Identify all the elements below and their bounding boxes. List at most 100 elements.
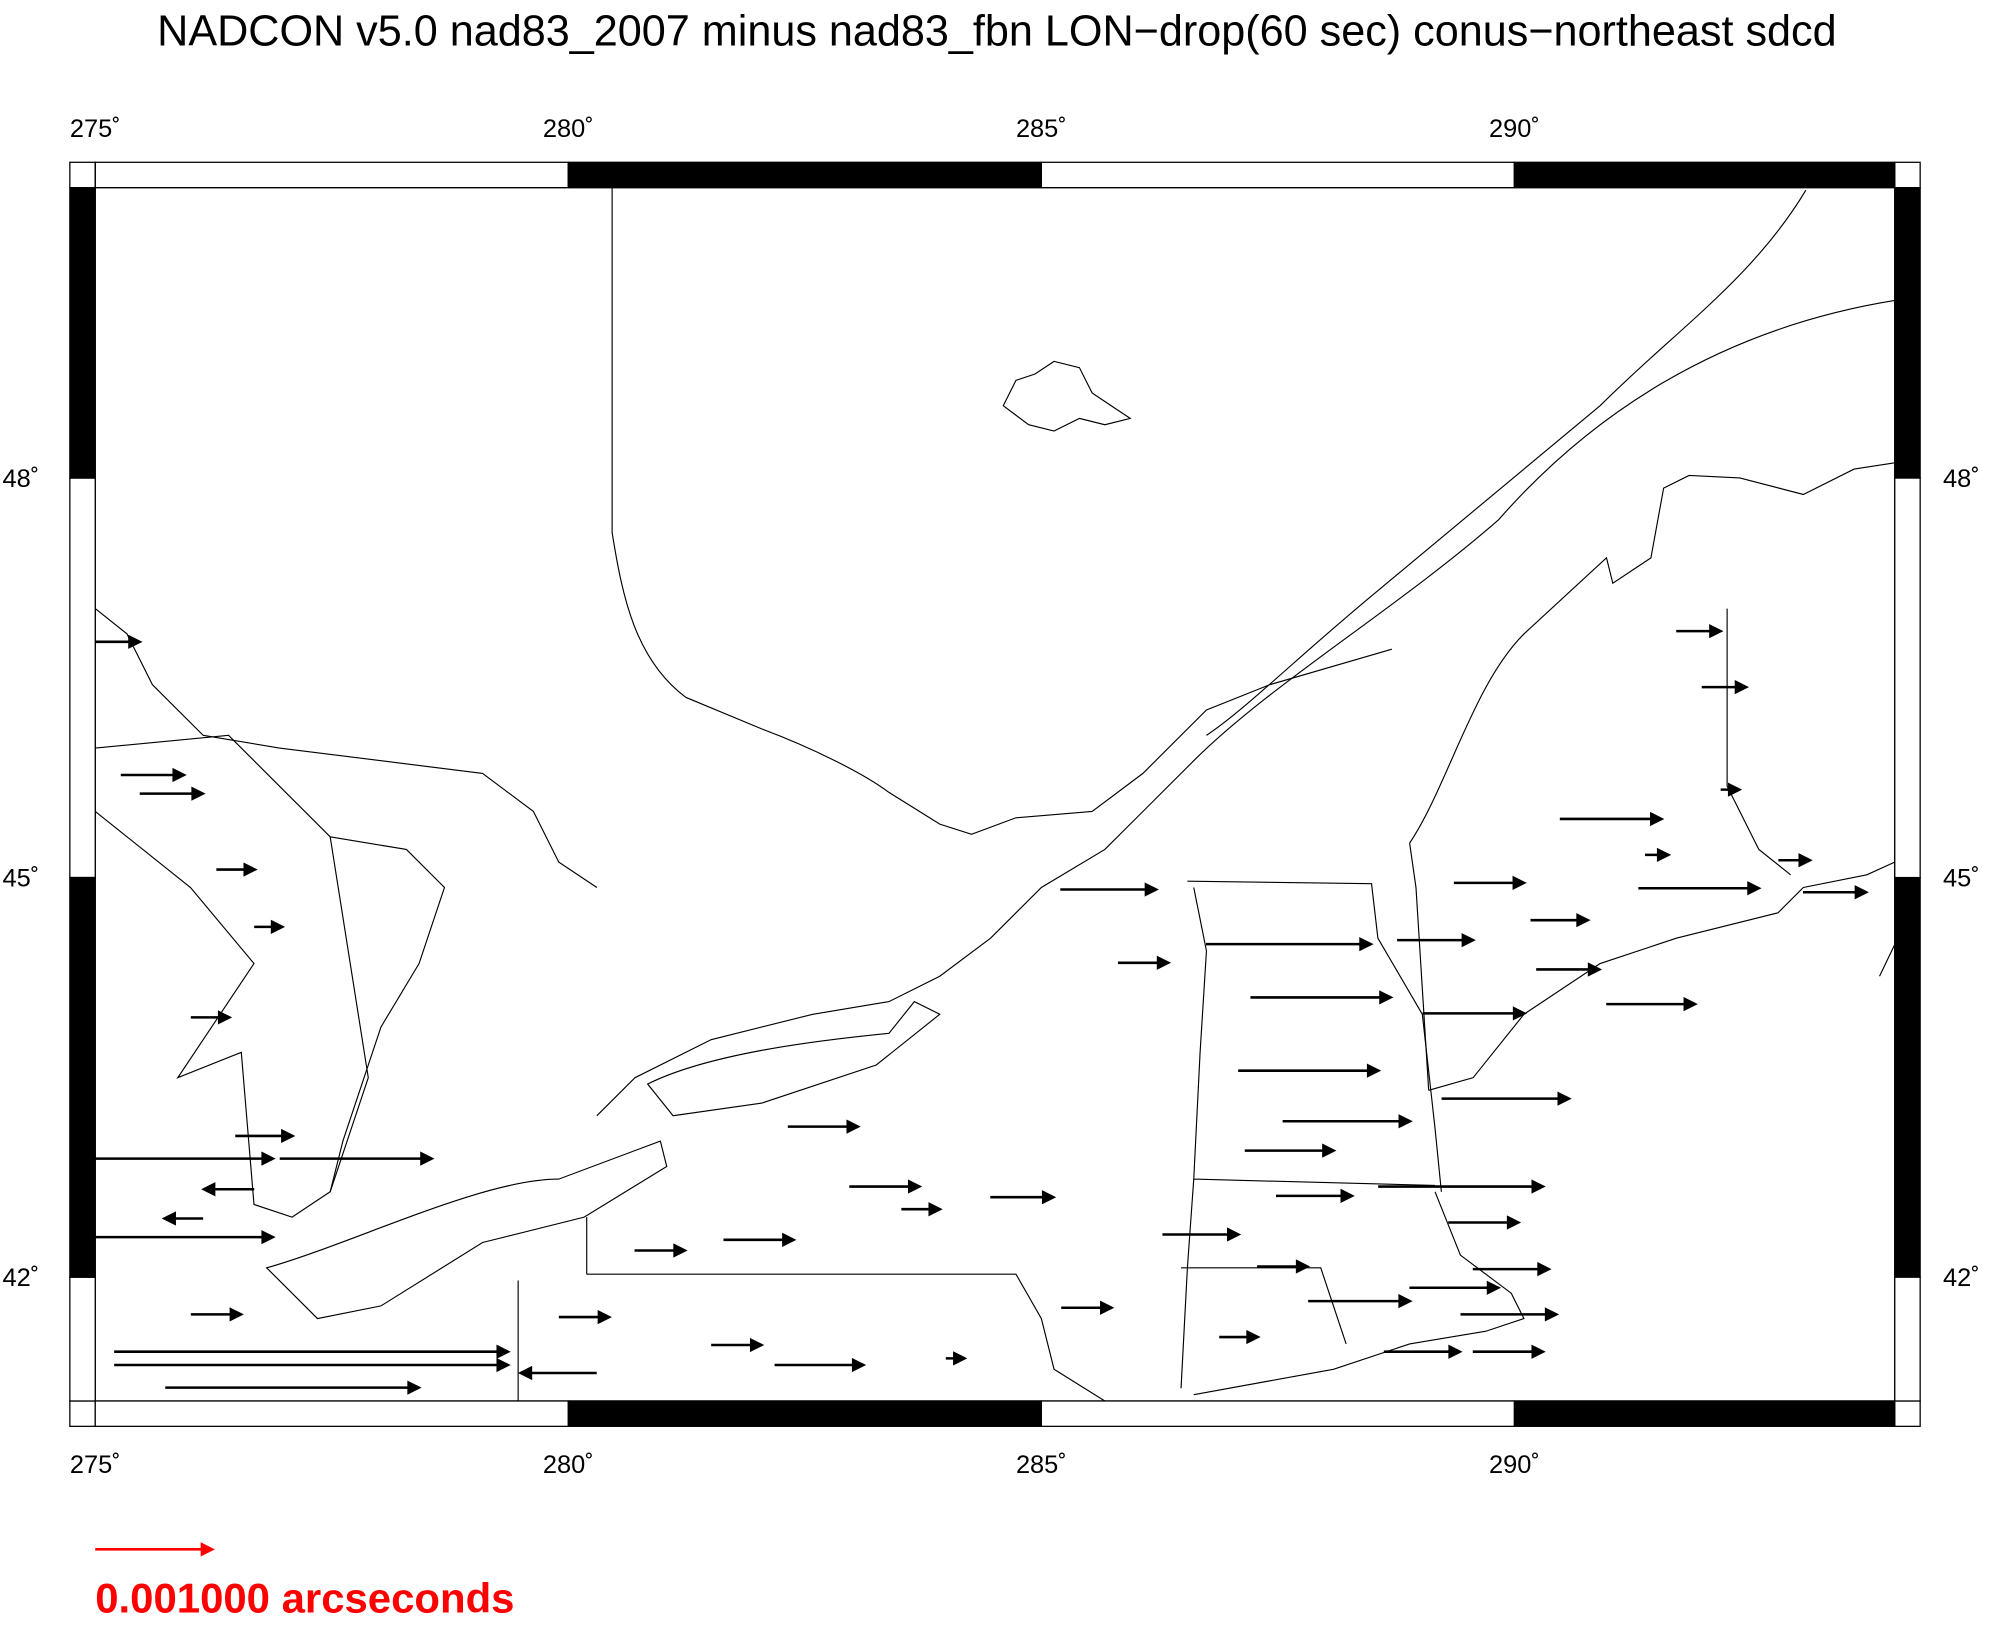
vector-arrow [1606, 996, 1698, 1012]
vector-arrow [201, 1182, 255, 1197]
frame-bar [1040, 1400, 1516, 1427]
vector-arrow [1536, 962, 1603, 977]
vector-arrow [1802, 885, 1869, 900]
vector-arrow [990, 1190, 1057, 1205]
frame-bar [1513, 1400, 1896, 1427]
coastlines [94, 187, 1896, 1402]
vector-arrow [1460, 1307, 1560, 1322]
y-tick-label: 45˚ [3, 864, 40, 892]
vector-arrow [1378, 1179, 1546, 1194]
vector-arrow [1676, 624, 1724, 639]
vector-arrow [1276, 1188, 1355, 1203]
frame: 275˚ 275˚ 280˚ 280˚ 285˚ 285˚ 290˚ 290˚ 42˚ 42˚ 45… [3, 115, 1980, 1479]
vector-arrow [723, 1232, 797, 1247]
vector-arrow [254, 919, 286, 934]
frame-bar [1513, 161, 1896, 189]
vector-arrow [774, 1357, 867, 1373]
vector-arrow [1238, 1063, 1382, 1078]
vector-arrow [1397, 933, 1476, 948]
coastline [94, 608, 598, 888]
frame-corner [69, 161, 96, 189]
y-tick-label: 48˚ [3, 465, 40, 493]
vector-arrow [95, 634, 143, 649]
vector-arrow [1250, 990, 1394, 1005]
vector-arrow [1205, 937, 1374, 952]
vector-arrow [190, 1010, 233, 1025]
coastline [646, 1000, 941, 1117]
vector-arrow [1409, 1280, 1502, 1295]
vector-arrow [279, 1151, 435, 1166]
coastline [611, 187, 1393, 835]
frame-bar [1894, 187, 1921, 479]
frame-bar [567, 161, 1042, 189]
vector-arrow [1638, 881, 1762, 896]
x-tick-label: 285˚ [1016, 1451, 1067, 1479]
frame-bar [1894, 1276, 1921, 1402]
vector-arrow [1644, 847, 1672, 863]
vector-arrow [114, 1344, 511, 1359]
vector-arrow [120, 767, 187, 783]
frame-bar [1040, 161, 1516, 189]
frame-bar [69, 187, 96, 479]
vector-arrow [945, 1351, 968, 1366]
vector-arrow [95, 1151, 276, 1166]
x-tick-label: 280˚ [543, 115, 594, 143]
frame-bar [94, 161, 569, 189]
frame-bar [69, 876, 96, 1278]
x-tick-label: 285˚ [1016, 115, 1067, 143]
vector-arrow [1162, 1227, 1242, 1242]
vector-arrow [1383, 1344, 1463, 1359]
vector-arrow [787, 1119, 861, 1134]
coastline [1206, 189, 1807, 736]
y-tick-label: 42˚ [3, 1264, 40, 1292]
frame-bar [1894, 477, 1921, 879]
y-tick-label: 42˚ [1943, 1264, 1980, 1292]
vector-arrow [190, 1307, 244, 1322]
vector-arrow [165, 1380, 422, 1395]
frame-corner [69, 1400, 96, 1427]
vector-arrow [114, 1357, 511, 1373]
vector-arrow [1257, 1259, 1311, 1274]
vector-arrow [1530, 913, 1591, 928]
vector-arrow [139, 786, 206, 801]
vector-arrow [1701, 679, 1749, 695]
vectors [95, 624, 1869, 1395]
vector-arrow [1244, 1143, 1337, 1158]
vector-arrow [634, 1243, 688, 1258]
coastline [265, 1140, 668, 1320]
coastline [1409, 462, 1895, 1091]
frame-bar [69, 477, 96, 879]
coastline [1180, 880, 1442, 1389]
vector-arrow [1061, 1300, 1115, 1315]
vector-arrow [849, 1179, 923, 1194]
coastline [329, 836, 1106, 1402]
x-tick-label: 275˚ [70, 115, 121, 143]
vector-arrow [1778, 853, 1813, 868]
x-tick-label: 290˚ [1489, 115, 1540, 143]
coastline [1002, 360, 1132, 432]
vector-arrow [1282, 1114, 1413, 1129]
vector-arrow [517, 1365, 597, 1381]
scale-label: 0.001000 arcseconds [95, 1575, 514, 1622]
x-tick-label: 290˚ [1489, 1451, 1540, 1479]
vector-arrow [901, 1202, 943, 1217]
vector-arrow [235, 1128, 296, 1144]
y-tick-label: 45˚ [1943, 864, 1980, 892]
coastline [94, 734, 446, 1218]
vector-arrow [1559, 811, 1665, 827]
y-tick-label: 48˚ [1943, 465, 1980, 493]
frame-corner [1894, 161, 1921, 189]
scale-arrow [95, 1542, 215, 1557]
vector-arrow [1422, 1006, 1528, 1021]
vector-arrow [558, 1309, 612, 1325]
x-tick-label: 275˚ [70, 1451, 121, 1479]
vector-arrow [1060, 882, 1159, 897]
vector-arrow [1472, 1344, 1546, 1359]
vector-arrow [1472, 1262, 1552, 1277]
coastline [1193, 861, 1896, 1396]
vector-arrow [161, 1211, 204, 1226]
vector-arrow [1117, 955, 1172, 970]
vector-arrow [1720, 782, 1743, 797]
frame-bar [567, 1400, 1042, 1427]
